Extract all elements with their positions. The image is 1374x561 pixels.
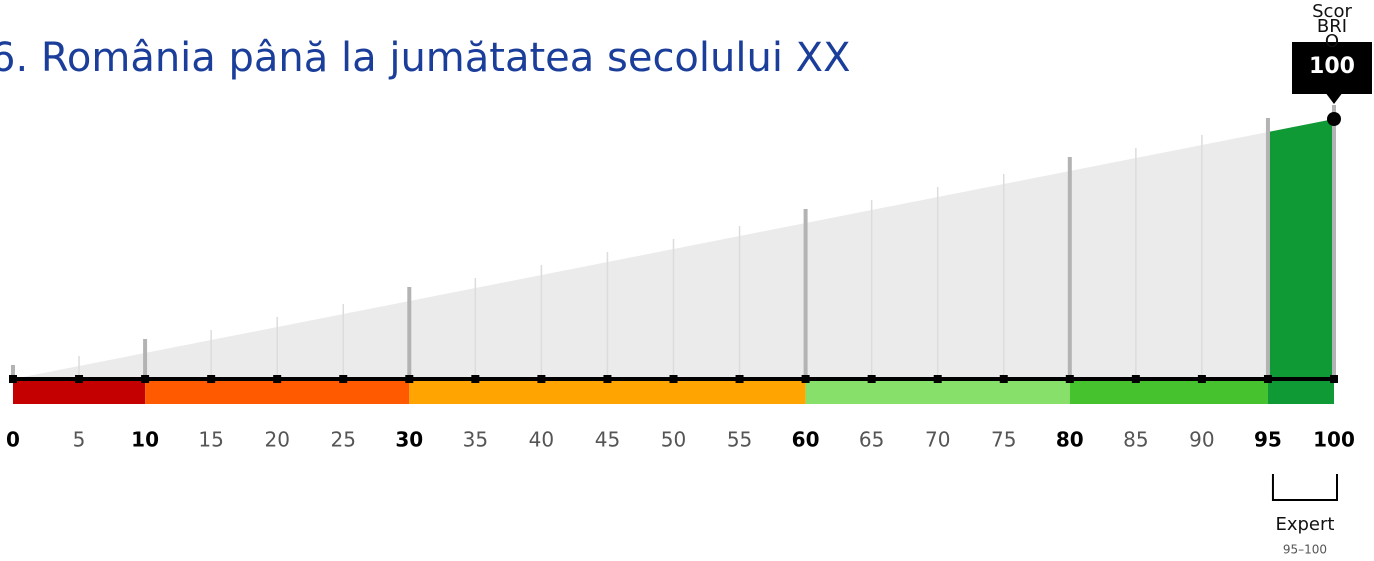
x-tick-label: 75 xyxy=(991,428,1016,452)
x-tick-label: 15 xyxy=(198,428,223,452)
tick-mark xyxy=(1330,375,1338,383)
tick-mark xyxy=(9,375,17,383)
x-tick-label: 95 xyxy=(1254,428,1282,452)
tick-mark xyxy=(1263,375,1272,383)
tick-mark xyxy=(537,375,546,383)
x-tick-label: 25 xyxy=(331,428,356,452)
x-tick-label: 70 xyxy=(925,428,950,452)
tick-mark xyxy=(207,375,216,383)
tick-mark xyxy=(471,375,480,383)
tick-mark xyxy=(933,375,942,383)
tick-mark xyxy=(75,375,84,383)
segment xyxy=(145,379,410,404)
x-tick-label: 40 xyxy=(529,428,554,452)
tick-mark xyxy=(867,375,876,383)
score-value: 100 xyxy=(1309,54,1355,79)
tick-mark xyxy=(141,375,150,383)
chart-title: 6. România până la jumătatea secolului X… xyxy=(0,35,850,81)
x-tick-label: 35 xyxy=(463,428,488,452)
score-dot xyxy=(1327,112,1341,126)
level-name: Expert xyxy=(1275,514,1334,535)
segment xyxy=(1069,379,1268,404)
x-tick-label: 90 xyxy=(1189,428,1214,452)
tick-mark xyxy=(273,375,282,383)
callout-pointer xyxy=(1325,92,1343,104)
tick-mark xyxy=(603,375,612,383)
x-tick-label: 10 xyxy=(131,428,159,452)
tick-mark xyxy=(669,375,678,383)
x-tick-label: 85 xyxy=(1123,428,1148,452)
x-tick-label: 80 xyxy=(1056,428,1084,452)
callout-box xyxy=(1292,42,1372,94)
x-tick-label: 30 xyxy=(395,428,423,452)
x-tick-label: 65 xyxy=(859,428,884,452)
segment xyxy=(13,379,146,404)
tick-mark xyxy=(1197,375,1206,383)
score-label-text: Scor BRIO xyxy=(1312,1,1352,52)
segment xyxy=(1267,379,1334,404)
level-range: 95–100 xyxy=(1283,543,1327,557)
x-tick-label: 0 xyxy=(6,428,20,452)
x-tick-label: 50 xyxy=(661,428,686,452)
x-tick-label: 55 xyxy=(727,428,752,452)
tick-mark xyxy=(1065,375,1074,383)
x-tick-label: 45 xyxy=(595,428,620,452)
x-tick-label: 100 xyxy=(1313,428,1355,452)
tick-mark xyxy=(735,375,744,383)
score-fill xyxy=(1267,119,1334,379)
x-tick-label: 60 xyxy=(792,428,820,452)
x-tick-label: 20 xyxy=(264,428,289,452)
segment xyxy=(805,379,1070,404)
tick-mark xyxy=(999,375,1008,383)
score-label: Scor BRIO xyxy=(1292,1,1372,52)
tick-mark xyxy=(339,375,348,383)
tick-mark xyxy=(1131,375,1140,383)
level-bracket xyxy=(1271,474,1338,501)
x-tick-label: 5 xyxy=(73,428,86,452)
tick-mark xyxy=(801,375,810,383)
segment xyxy=(409,379,806,404)
tick-mark xyxy=(405,375,414,383)
